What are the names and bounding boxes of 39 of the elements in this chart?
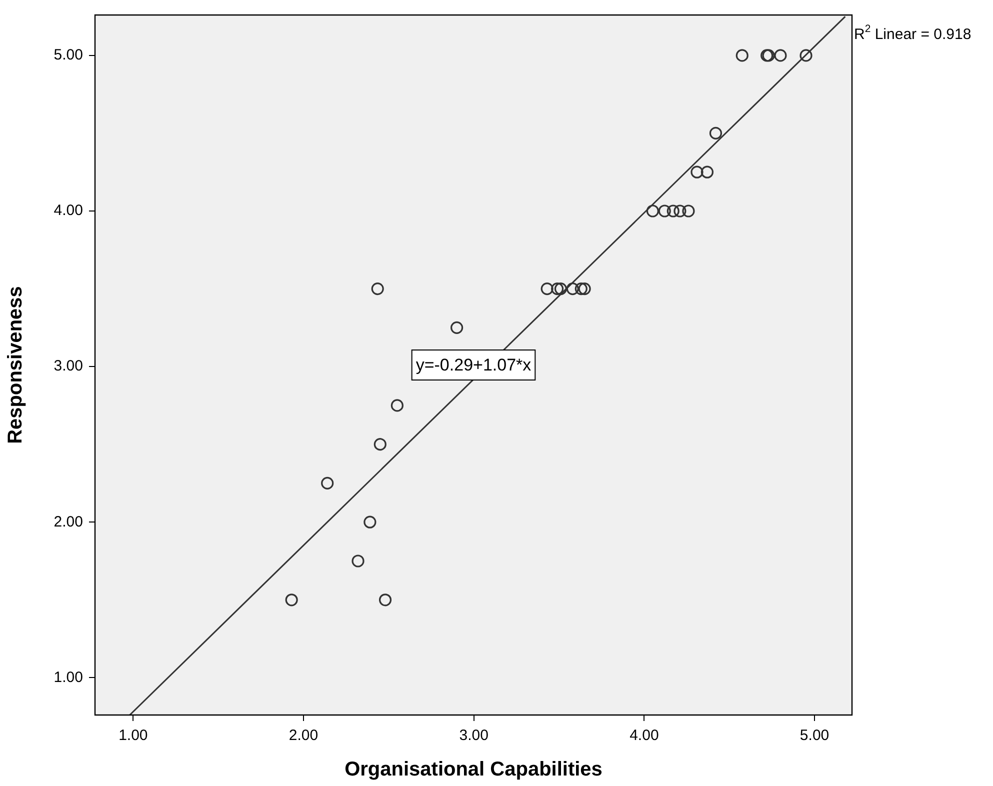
point xyxy=(551,282,564,296)
point xyxy=(658,204,671,218)
point xyxy=(674,204,686,218)
y-tick-label: 3.00 xyxy=(54,358,83,375)
point xyxy=(285,594,298,606)
point xyxy=(378,594,392,606)
point xyxy=(800,49,812,62)
y-tick-label: 2.00 xyxy=(54,513,83,530)
x-tick-label: 2.00 xyxy=(288,727,318,744)
y-tick-label: 4.00 xyxy=(54,202,83,220)
point xyxy=(450,321,464,334)
point xyxy=(736,49,748,62)
point xyxy=(374,438,386,451)
x-tick-label: 3.00 xyxy=(459,727,488,744)
point xyxy=(574,282,588,296)
point xyxy=(682,204,695,218)
x-tick-label: 5.00 xyxy=(800,727,830,744)
point xyxy=(666,204,680,218)
point xyxy=(709,126,722,140)
annotation: y=-0.29+1.07*x xyxy=(416,356,532,375)
point xyxy=(646,204,659,218)
point xyxy=(352,554,364,568)
y-tick-label: 5.00 xyxy=(54,46,83,64)
x-axis-title: Organisational Capabilities xyxy=(344,758,602,781)
point xyxy=(566,282,579,296)
point xyxy=(578,282,591,296)
point xyxy=(540,282,554,296)
point xyxy=(700,166,714,178)
point xyxy=(364,516,376,528)
y-axis-title: Responsiveness xyxy=(4,286,27,444)
point xyxy=(371,282,384,296)
point xyxy=(774,49,787,62)
point xyxy=(554,282,568,296)
y-tick-label: 1.00 xyxy=(54,668,83,686)
point xyxy=(390,399,404,412)
x-tick-label: 4.00 xyxy=(630,727,659,744)
x-tick-label: 1.00 xyxy=(118,727,148,744)
point xyxy=(690,166,704,178)
point xyxy=(321,476,334,490)
